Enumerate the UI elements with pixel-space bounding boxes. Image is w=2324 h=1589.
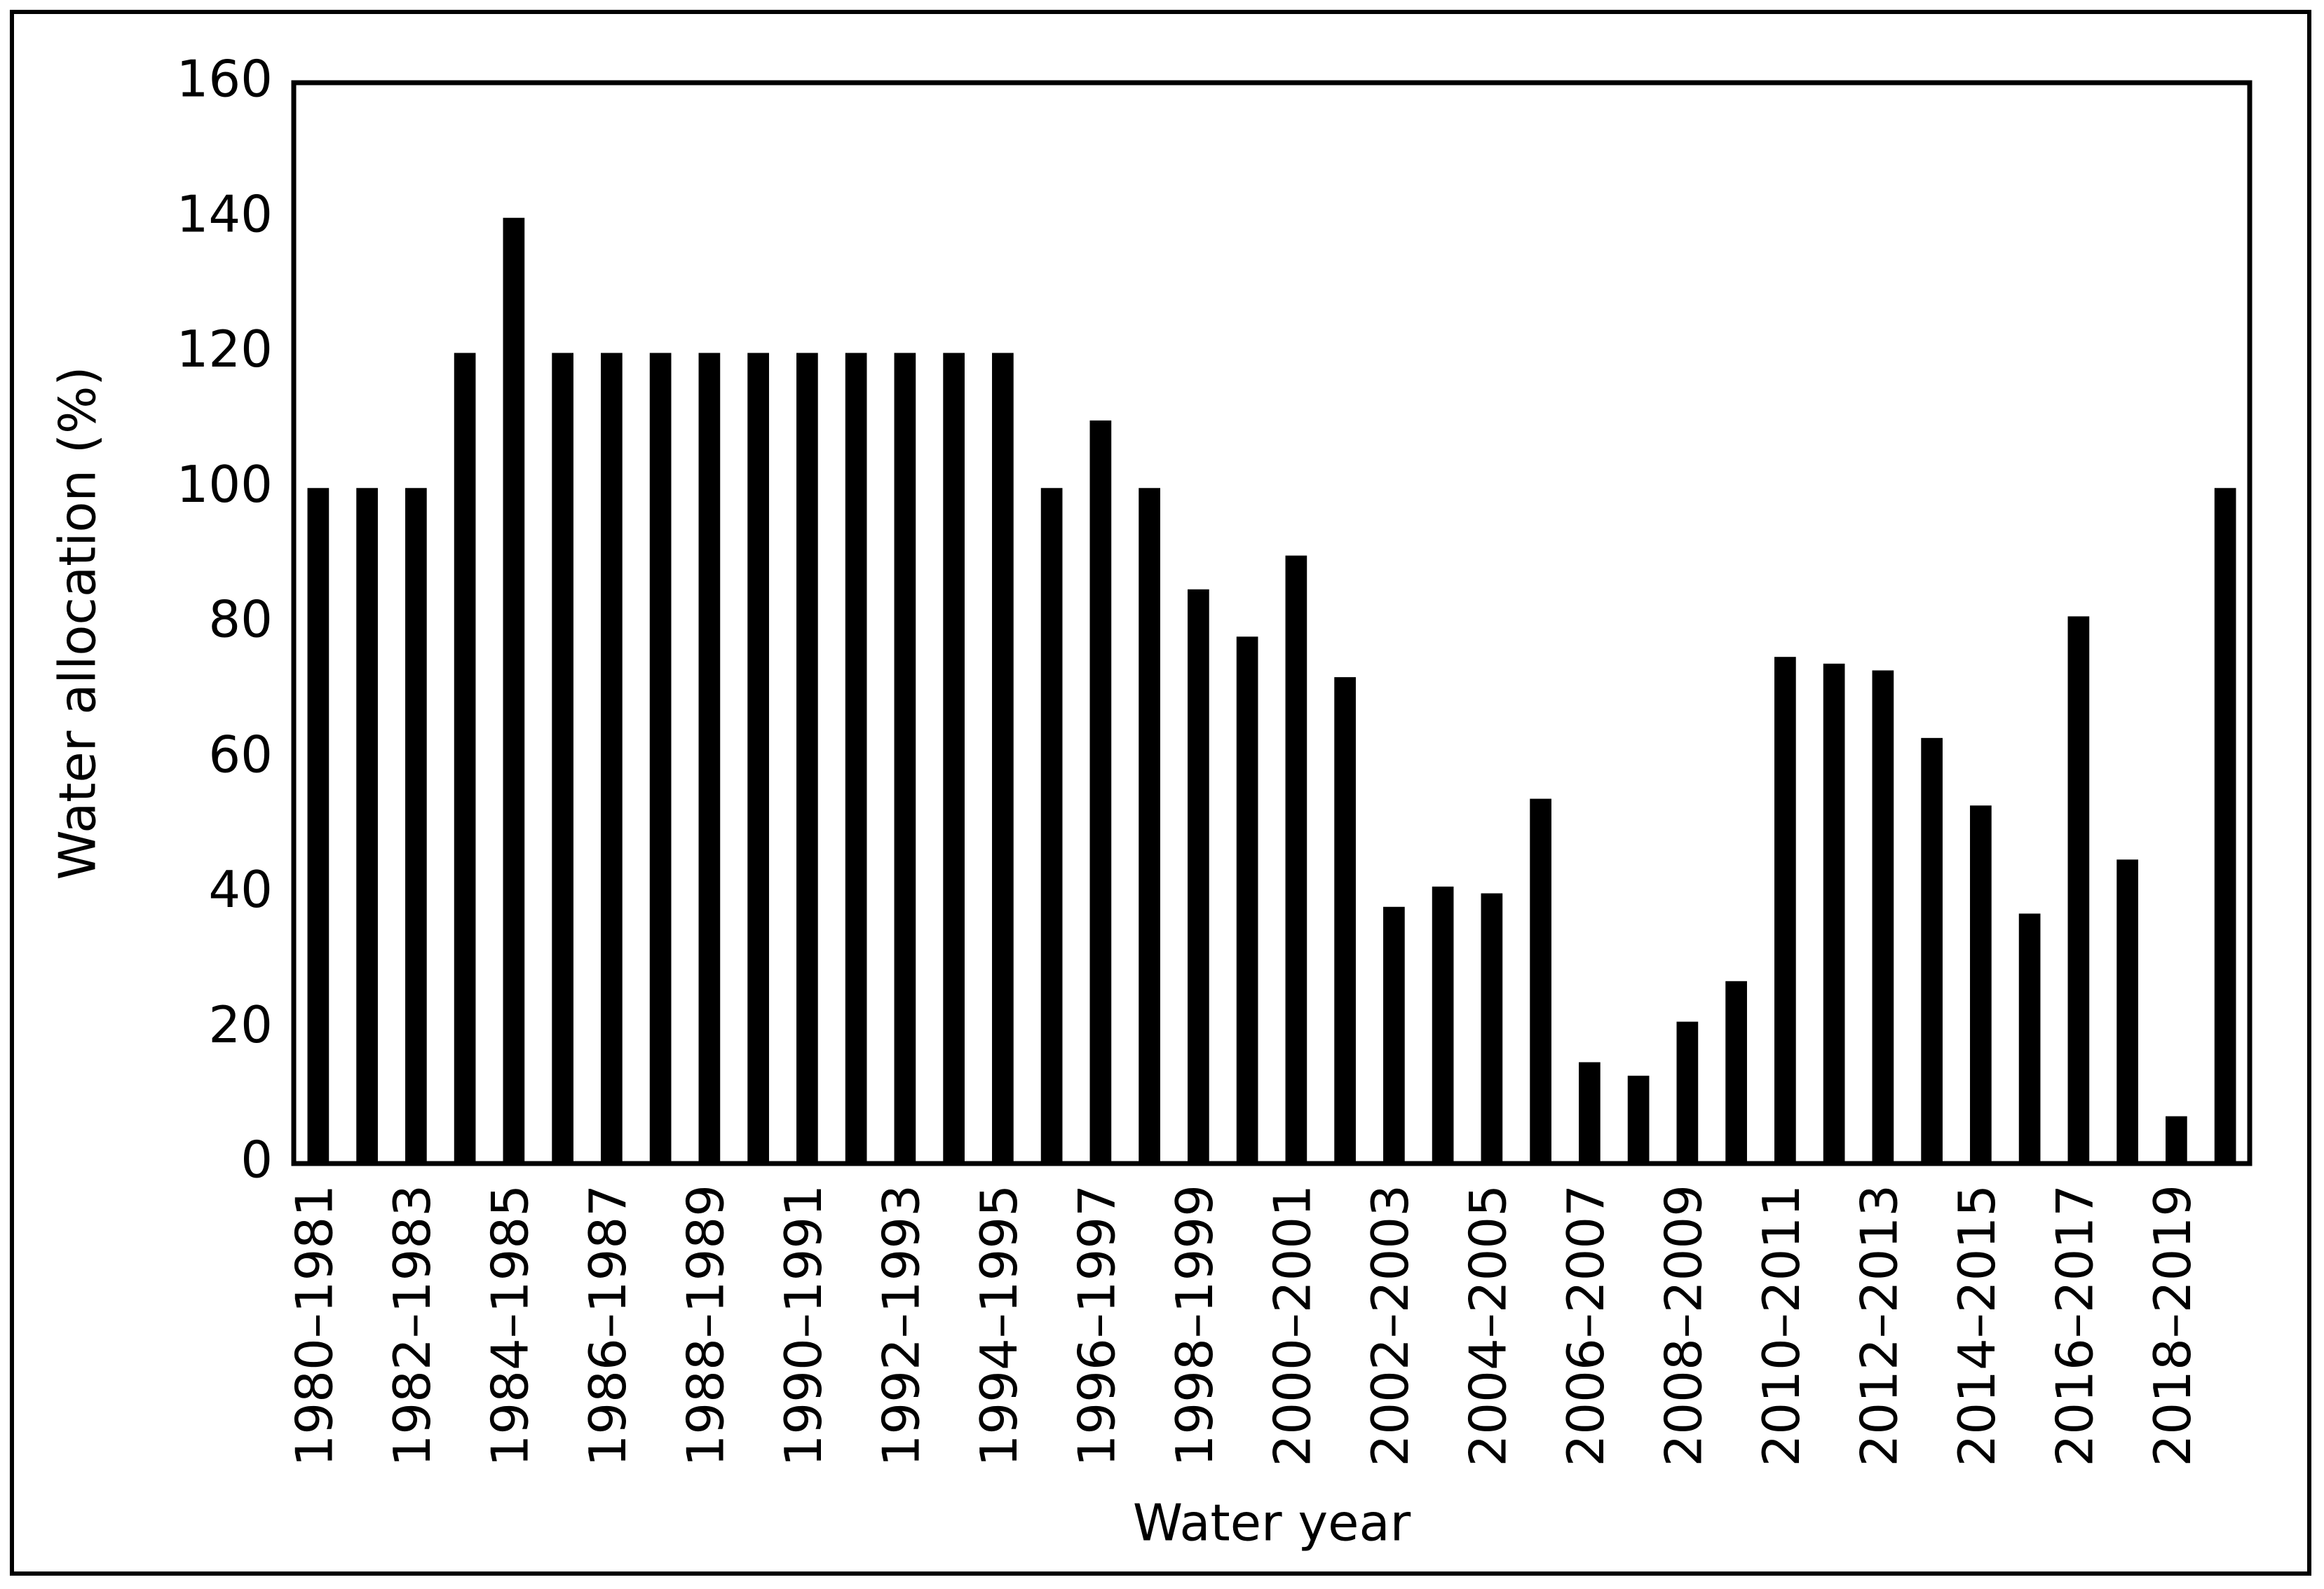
x-tick-label: 1986–1987 xyxy=(578,1185,637,1466)
bar xyxy=(1627,1075,1650,1164)
bar xyxy=(1383,906,1405,1164)
x-tick-label: 1992–1993 xyxy=(871,1185,930,1466)
x-tick-label: 1982–1983 xyxy=(383,1185,442,1466)
bar xyxy=(845,353,867,1164)
x-tick-label: 1994–1995 xyxy=(970,1185,1028,1466)
bar xyxy=(1921,737,1943,1164)
outer-frame xyxy=(10,10,2311,1576)
x-tick-label: 2000–2001 xyxy=(1263,1185,1321,1466)
bar xyxy=(1139,488,1160,1164)
y-tick-label: 120 xyxy=(177,320,273,379)
x-tick-label: 2006–2007 xyxy=(1556,1185,1615,1466)
x-tick-label: 1988–1989 xyxy=(676,1185,735,1466)
x-tick-label: 1984–1985 xyxy=(480,1185,539,1466)
bar xyxy=(1725,981,1747,1164)
bar xyxy=(747,353,769,1164)
y-tick-label: 160 xyxy=(177,50,273,109)
bar xyxy=(601,353,623,1164)
bar xyxy=(1432,886,1454,1164)
bar xyxy=(454,353,476,1164)
bar xyxy=(2214,488,2236,1164)
y-tick-label: 140 xyxy=(177,184,273,243)
x-tick-label: 2016–2017 xyxy=(2045,1185,2104,1466)
x-tick-label: 2014–2015 xyxy=(1948,1185,2006,1466)
bar xyxy=(1530,798,1551,1164)
bar xyxy=(796,353,818,1164)
bar xyxy=(405,488,427,1164)
bar xyxy=(943,353,965,1164)
bar xyxy=(1236,636,1258,1164)
bar xyxy=(356,488,378,1164)
bar xyxy=(2067,616,2090,1164)
x-tick-label: 2018–2019 xyxy=(2143,1185,2202,1466)
bar xyxy=(894,353,916,1164)
x-tick-label: 1998–1999 xyxy=(1165,1185,1224,1466)
bar xyxy=(1774,657,1796,1164)
bar xyxy=(2018,913,2041,1164)
bar xyxy=(2116,859,2138,1164)
x-tick-label: 1980–1981 xyxy=(285,1185,344,1466)
bar xyxy=(2166,1116,2187,1164)
bar xyxy=(698,353,721,1164)
bar xyxy=(503,217,525,1164)
y-tick-label: 100 xyxy=(177,455,273,514)
bar xyxy=(1040,488,1063,1164)
bar xyxy=(1481,893,1503,1164)
x-axis-title: Water year xyxy=(1133,1494,1411,1553)
bar xyxy=(1285,555,1307,1164)
bar xyxy=(1089,420,1112,1164)
bar xyxy=(649,353,672,1164)
bar xyxy=(1872,670,1894,1164)
x-tick-label: 1996–1997 xyxy=(1067,1185,1126,1466)
x-tick-label: 2008–2009 xyxy=(1654,1185,1713,1466)
y-tick-label: 20 xyxy=(208,995,273,1054)
bar xyxy=(1823,663,1845,1164)
bar xyxy=(1334,677,1356,1164)
x-tick-label: 2004–2005 xyxy=(1458,1185,1517,1466)
bar xyxy=(1188,589,1209,1164)
bar xyxy=(992,353,1014,1164)
x-tick-label: 2010–2011 xyxy=(1752,1185,1811,1466)
y-tick-label: 0 xyxy=(240,1131,273,1189)
x-tick-label: 2002–2003 xyxy=(1361,1185,1420,1466)
y-tick-label: 80 xyxy=(208,590,273,649)
y-tick-label: 40 xyxy=(208,860,273,919)
y-tick-label: 60 xyxy=(208,725,273,784)
x-tick-label: 1990–1991 xyxy=(774,1185,833,1466)
bar xyxy=(552,353,573,1164)
bar xyxy=(1579,1062,1601,1164)
plot-frame xyxy=(291,80,2252,1166)
bar xyxy=(1970,805,1992,1164)
bar xyxy=(1676,1021,1699,1164)
y-axis-title: Water allocation (%) xyxy=(48,366,107,880)
x-tick-label: 2012–2013 xyxy=(1849,1185,1908,1466)
bar xyxy=(307,488,329,1164)
